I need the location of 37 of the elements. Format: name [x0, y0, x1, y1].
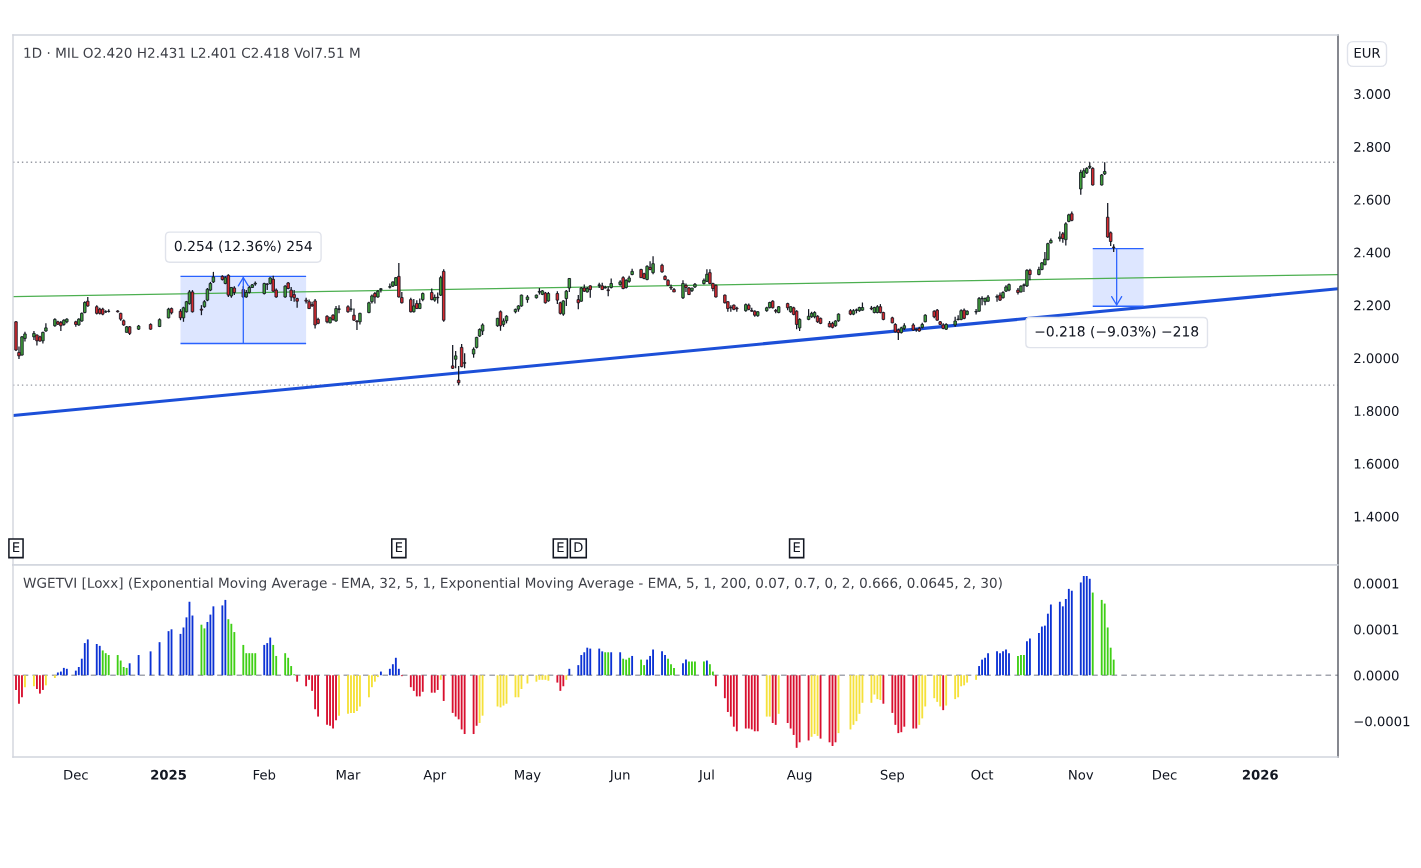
- x-tick-label: Jul: [698, 769, 714, 783]
- y-axis-title: EUR: [1354, 48, 1381, 58]
- y-tick-label: 2.800: [1354, 141, 1391, 152]
- y-tick-label: 2.400: [1354, 247, 1391, 258]
- y-tick-label: 2.0000: [1354, 353, 1399, 364]
- annotation: 0.254 (12.36%) 254: [174, 240, 312, 253]
- y-tick-label: 0.0001: [1354, 624, 1399, 635]
- y-tick-label: 0.0001: [1354, 578, 1399, 589]
- x-tick-label: Aug: [786, 769, 812, 783]
- annotation: E: [13, 542, 20, 552]
- annotation: E: [395, 542, 403, 552]
- text: WGETVI [Loxx] (Exponential Moving Average - EMA, 32, 5, 1, Exponential Moving Average - EMA, 5, 1, 200, 0.07, 0.7, 0, 2, 0.666, 0.0645, 2, 30): [23, 577, 1002, 591]
- annotation: E: [793, 542, 800, 552]
- y-tick-label: 3.000: [1354, 89, 1391, 100]
- y-tick-label: 0.0000: [1354, 670, 1399, 681]
- y-tick-label: 2.600: [1354, 194, 1391, 205]
- y-tick-label: 1.6000: [1354, 458, 1399, 469]
- x-tick-label: 2025: [151, 769, 186, 780]
- x-tick-label: Jun: [609, 769, 630, 783]
- text: 1D · MIL O2.420 H2.431 L2.401 C2.418 Vol7.51 M: [24, 47, 360, 58]
- y-tick-label: −0.0001: [1354, 716, 1410, 727]
- x-tick-label: Dec: [1153, 769, 1177, 780]
- x-tick-label: Apr: [423, 769, 447, 783]
- x-tick-label: Sep: [880, 769, 905, 783]
- x-tick-label: May: [515, 769, 541, 783]
- y-tick-label: 2.200: [1354, 300, 1391, 311]
- annotation: E: [557, 542, 564, 552]
- x-tick-label: Feb: [253, 769, 276, 780]
- x-tick-label: 2026: [1242, 769, 1278, 780]
- annotation: −0.218 (−9.03%) −218: [1035, 325, 1199, 339]
- y-tick-label: 1.4000: [1354, 511, 1399, 522]
- x-tick-label: Dec: [64, 769, 88, 780]
- annotation: D: [574, 542, 583, 552]
- x-tick-label: Mar: [336, 769, 361, 780]
- x-tick-label: Oct: [971, 769, 994, 780]
- x-tick-label: Nov: [1069, 769, 1094, 780]
- y-tick-label: 1.8000: [1354, 406, 1399, 416]
